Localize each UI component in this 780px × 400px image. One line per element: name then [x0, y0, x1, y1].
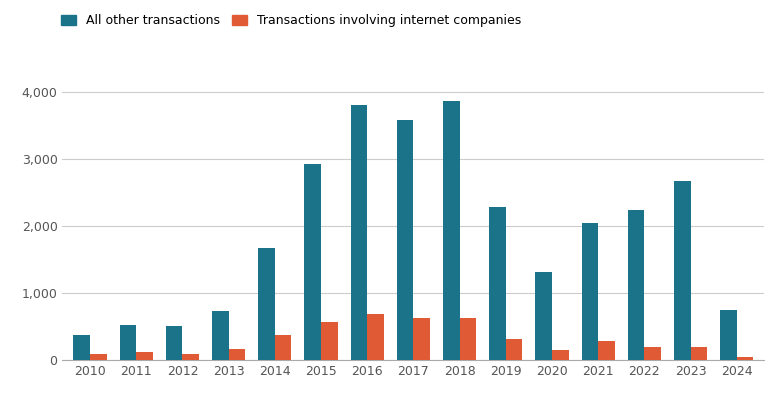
- Bar: [275, 334, 292, 360]
- Bar: [397, 120, 413, 360]
- Legend: All other transactions, Transactions involving internet companies: All other transactions, Transactions inv…: [61, 14, 522, 27]
- Bar: [690, 347, 707, 360]
- Bar: [166, 326, 183, 360]
- Bar: [720, 310, 736, 360]
- Bar: [367, 314, 384, 360]
- Bar: [489, 207, 505, 360]
- Bar: [413, 318, 430, 360]
- Bar: [443, 101, 459, 360]
- Bar: [535, 272, 552, 360]
- Bar: [598, 341, 615, 360]
- Bar: [552, 350, 569, 360]
- Bar: [674, 180, 690, 360]
- Bar: [304, 164, 321, 360]
- Bar: [459, 318, 477, 360]
- Bar: [229, 349, 245, 360]
- Bar: [321, 322, 338, 360]
- Bar: [258, 248, 275, 360]
- Bar: [183, 354, 199, 360]
- Bar: [73, 334, 90, 360]
- Bar: [582, 223, 598, 360]
- Bar: [505, 339, 523, 360]
- Bar: [136, 352, 153, 360]
- Bar: [628, 210, 644, 360]
- Bar: [736, 357, 753, 360]
- Bar: [350, 106, 367, 360]
- Bar: [212, 311, 229, 360]
- Bar: [644, 347, 661, 360]
- Bar: [90, 354, 107, 360]
- Bar: [119, 324, 136, 360]
